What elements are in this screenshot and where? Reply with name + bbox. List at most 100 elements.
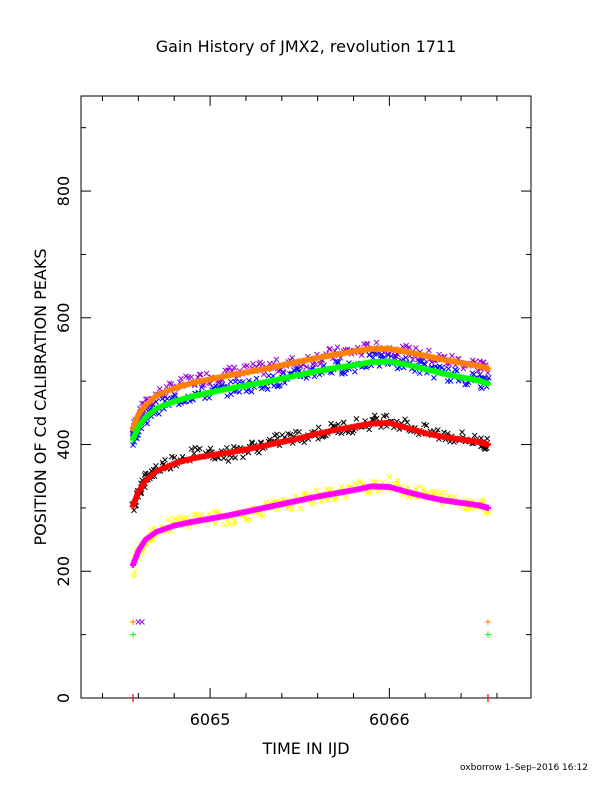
data-point bbox=[256, 449, 262, 456]
data-point bbox=[462, 381, 468, 388]
data-point bbox=[416, 370, 423, 377]
data-point bbox=[206, 394, 213, 401]
data-point bbox=[323, 486, 329, 492]
data-point bbox=[280, 368, 287, 375]
series-8-plus bbox=[129, 618, 491, 625]
data-point bbox=[373, 339, 380, 346]
data-point bbox=[403, 342, 410, 349]
data-point bbox=[391, 352, 398, 359]
data-point bbox=[324, 497, 331, 504]
data-point bbox=[171, 391, 178, 397]
data-point bbox=[207, 445, 214, 452]
data-point bbox=[162, 457, 168, 463]
data-point bbox=[416, 358, 422, 365]
data-point bbox=[178, 375, 184, 382]
data-point bbox=[221, 521, 228, 528]
data-point bbox=[264, 386, 271, 393]
data-point bbox=[297, 505, 304, 512]
data-point bbox=[265, 372, 272, 379]
data-point bbox=[340, 419, 347, 426]
data-point bbox=[198, 511, 205, 518]
data-point bbox=[459, 429, 465, 435]
data-point bbox=[131, 568, 138, 575]
data-point bbox=[188, 374, 195, 380]
series-9-plus bbox=[129, 631, 491, 638]
data-point bbox=[334, 358, 341, 365]
fit-point bbox=[484, 365, 491, 372]
data-point bbox=[225, 367, 231, 374]
data-point bbox=[227, 378, 234, 385]
series-6-curve bbox=[129, 419, 491, 509]
data-point bbox=[232, 518, 238, 524]
data-point bbox=[352, 368, 358, 375]
data-point bbox=[276, 382, 283, 388]
data-point bbox=[230, 443, 237, 450]
footer-stamp: oxborrow 1–Sep–2016 16:12 bbox=[460, 763, 588, 773]
data-point bbox=[327, 345, 333, 352]
data-point bbox=[366, 426, 373, 433]
data-point bbox=[317, 361, 324, 367]
data-point bbox=[224, 393, 231, 399]
series-7-curve bbox=[129, 483, 491, 568]
data-point bbox=[420, 486, 426, 493]
data-point bbox=[485, 375, 492, 381]
x-tick-label: 6065 bbox=[190, 710, 231, 729]
data-point bbox=[130, 442, 136, 448]
fit-point bbox=[484, 504, 491, 511]
data-point bbox=[426, 347, 432, 354]
data-point bbox=[206, 510, 213, 517]
data-point bbox=[353, 415, 360, 422]
data-point bbox=[358, 352, 365, 358]
data-point bbox=[386, 474, 393, 480]
series-10-cross bbox=[135, 619, 145, 625]
data-point bbox=[383, 412, 390, 419]
data-point bbox=[406, 344, 413, 351]
data-point bbox=[188, 446, 195, 452]
y-tick-label: 0 bbox=[54, 693, 73, 703]
data-point bbox=[334, 344, 341, 351]
data-point bbox=[312, 361, 319, 368]
data-point bbox=[441, 489, 448, 496]
data-point bbox=[273, 356, 280, 363]
data-point bbox=[364, 341, 371, 348]
data-point bbox=[196, 371, 203, 378]
plot-frame bbox=[80, 95, 532, 699]
fit-point bbox=[484, 441, 491, 448]
data-point bbox=[441, 429, 447, 436]
series-5-curve bbox=[129, 358, 491, 443]
data-point bbox=[313, 487, 319, 493]
data-point bbox=[236, 389, 243, 395]
data-point bbox=[152, 462, 159, 469]
series-layer bbox=[129, 339, 492, 702]
data-point bbox=[342, 494, 349, 501]
data-point bbox=[196, 445, 203, 452]
data-point bbox=[478, 497, 485, 504]
data-point bbox=[240, 454, 246, 461]
time-range-markers bbox=[132, 694, 489, 702]
axis-ticks: 0 200 400 600 800 6065 6066 bbox=[54, 96, 531, 729]
data-point bbox=[335, 421, 342, 428]
data-point bbox=[289, 354, 296, 361]
data-point bbox=[365, 489, 372, 496]
marker-point bbox=[129, 618, 136, 625]
marker-point bbox=[484, 618, 491, 625]
y-axis-label: POSITION OF Cd CALIBRATION PEAKS bbox=[31, 249, 50, 546]
marker-point bbox=[139, 619, 145, 625]
y-tick-label: 600 bbox=[54, 303, 73, 334]
marker-point bbox=[484, 631, 491, 638]
data-point bbox=[367, 489, 374, 495]
data-point bbox=[226, 521, 233, 528]
data-point bbox=[454, 368, 460, 374]
data-point bbox=[289, 506, 295, 513]
data-point bbox=[303, 364, 310, 370]
data-point bbox=[260, 513, 266, 520]
data-point bbox=[352, 480, 359, 487]
data-point bbox=[231, 364, 238, 371]
data-point bbox=[223, 444, 230, 451]
data-point bbox=[144, 420, 150, 427]
data-point bbox=[478, 385, 485, 392]
data-point bbox=[156, 411, 162, 417]
data-point bbox=[404, 419, 410, 426]
y-tick-label: 200 bbox=[54, 556, 73, 587]
data-point bbox=[203, 370, 210, 377]
